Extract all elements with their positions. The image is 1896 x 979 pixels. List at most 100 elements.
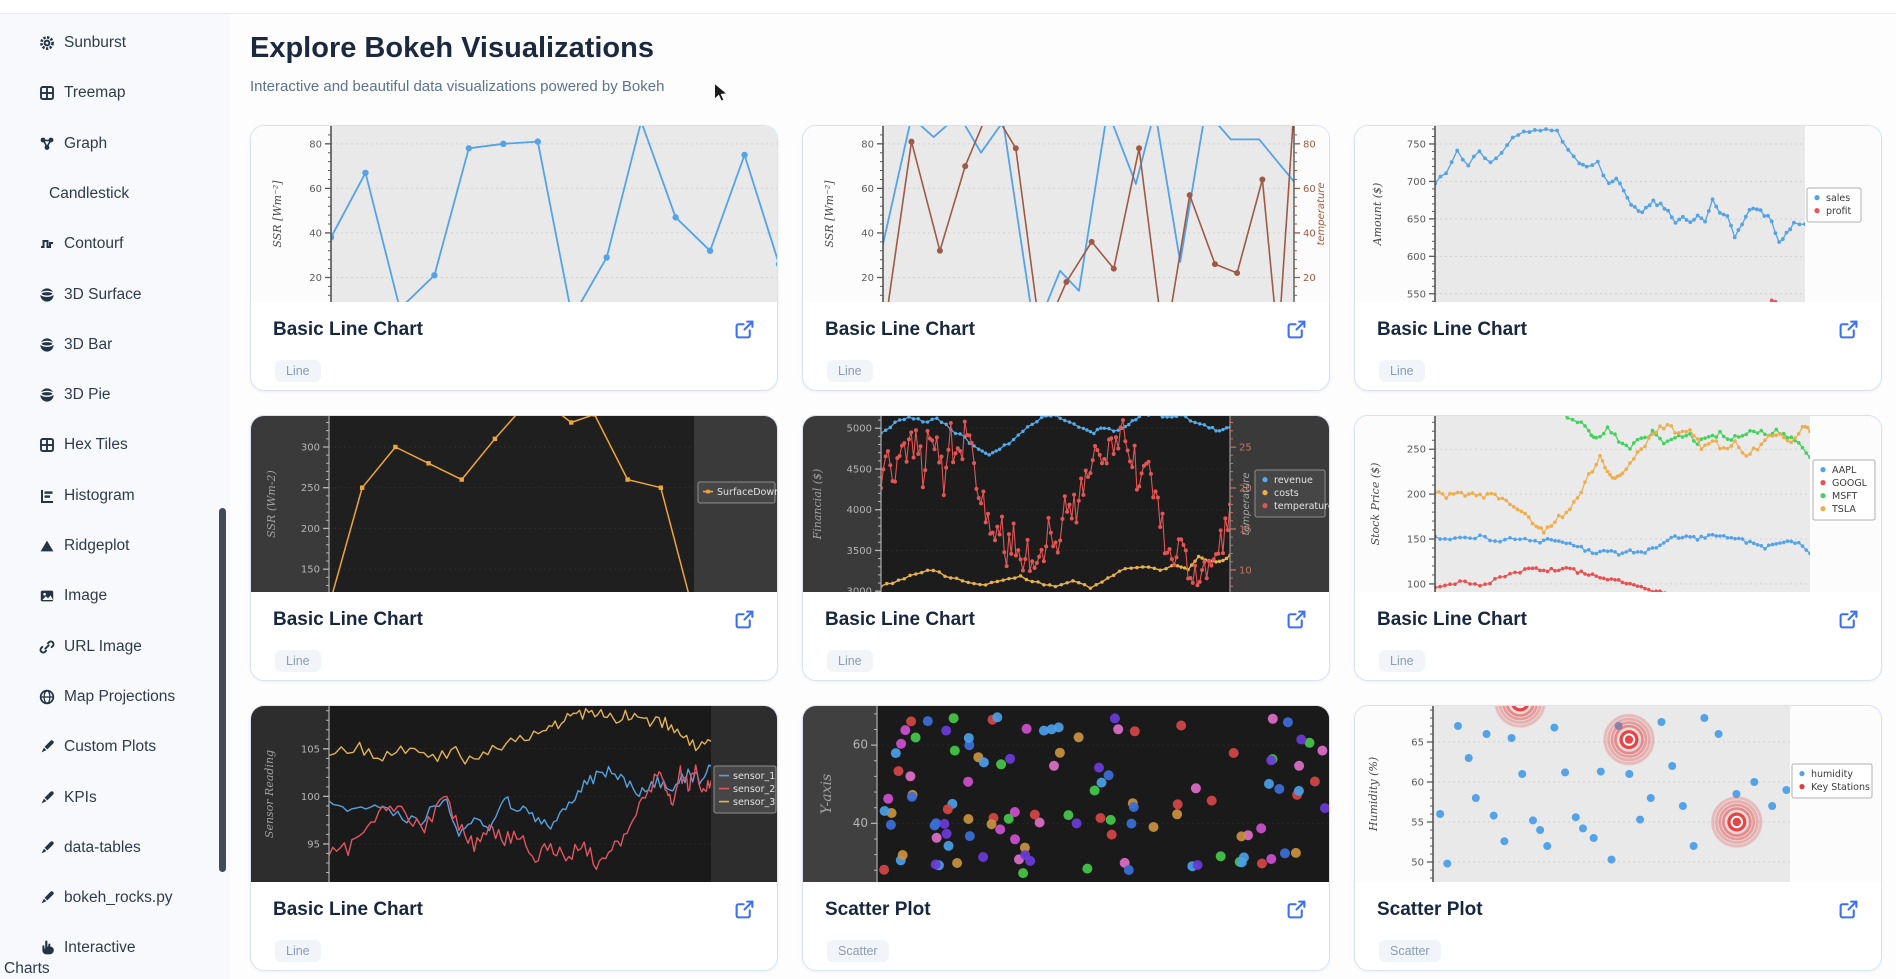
chart-card[interactable]: 3000 3500 4000 4500 5000 10 15 20 25 temperature F… [802, 415, 1330, 681]
sidebar-item-label-line2: Charts [4, 960, 50, 978]
sidebar-item-histogram[interactable]: Histogram [0, 481, 226, 511]
sidebar-item-bokeh-rocks-py[interactable]: bokeh_rocks.py [0, 883, 226, 913]
chart-thumbnail: 150 200 250 300 SSR (Wm-2) SurfaceDown [251, 416, 777, 592]
chart-card[interactable]: 20 40 60 80 SSR [Wm⁻²] Basic Line Chart Line [250, 125, 778, 391]
card-title: Basic Line Chart [1377, 609, 1527, 630]
external-link-icon[interactable] [1286, 319, 1307, 345]
svg-text:SSR (Wm-2): SSR (Wm-2) [265, 470, 278, 538]
image-icon [38, 587, 56, 605]
external-link-icon[interactable] [1286, 899, 1307, 925]
sidebar: Sunburst Treemap Graph Candlestick Conto… [0, 14, 231, 979]
svg-text:Sensor Reading: Sensor Reading [263, 750, 276, 838]
external-link-icon[interactable] [734, 609, 755, 635]
chart-card[interactable]: 20 40 60 80 20 40 60 80 temperature SSR [Wm⁻²] Ba… [802, 125, 1330, 391]
svg-text:200: 200 [1407, 490, 1426, 501]
svg-text:20: 20 [1303, 273, 1316, 284]
sidebar-item-label: Histogram [64, 486, 135, 504]
sidebar-item-data-tables[interactable]: data-tables [0, 833, 226, 863]
card-title: Basic Line Chart [1377, 319, 1527, 340]
svg-text:40: 40 [861, 228, 874, 239]
sidebar-item-label: data-tables [64, 838, 141, 856]
sidebar-item-map-projections[interactable]: Map Projections [0, 682, 226, 712]
sidebar-item-custom-plots[interactable]: Custom Plots [0, 732, 226, 762]
globe-icon [38, 688, 56, 706]
sidebar-item-candlestick[interactable]: Candlestick [0, 179, 226, 209]
chart-type-tag: Line [275, 360, 321, 382]
external-link-icon[interactable] [1286, 609, 1307, 635]
chart-card[interactable]: 50 55 60 65 Humidity (%) humidity Key Stations… [1354, 705, 1882, 971]
svg-text:3000: 3000 [847, 587, 872, 592]
sidebar-item-label: Interactive [64, 939, 136, 957]
chart-thumbnail: 95 100 105 Sensor Reading sensor_1 sensor_2 se… [251, 706, 777, 882]
sidebar-item-treemap[interactable]: Treemap [0, 78, 226, 108]
sidebar-item-label: KPIs [64, 788, 97, 806]
sidebar-item-label: Hex Tiles [64, 436, 128, 454]
svg-text:humidity: humidity [1811, 769, 1853, 780]
graph-icon [38, 135, 56, 153]
external-link-icon[interactable] [1838, 609, 1859, 635]
chart-thumbnail: 20 40 60 80 SSR [Wm⁻²] [251, 126, 777, 302]
sidebar-item-label: Graph [64, 134, 108, 152]
svg-text:40: 40 [853, 816, 868, 830]
sidebar-item-label: Ridgeplot [64, 537, 130, 554]
contourf-icon [38, 235, 56, 253]
sidebar-item-graph[interactable]: Graph [0, 129, 226, 159]
sidebar-item-3d-bar[interactable]: 3D Bar [0, 330, 226, 360]
brush-icon [38, 789, 56, 807]
svg-text:60: 60 [853, 738, 868, 752]
brush-icon [38, 889, 56, 907]
brush-icon [38, 738, 56, 756]
svg-text:750: 750 [1407, 139, 1426, 150]
chart-card[interactable]: 550 600 650 700 750 Amount ($) sales profit Bas… [1354, 125, 1882, 391]
sidebar-item-kpis[interactable]: KPIs [0, 783, 226, 813]
chart-type-tag: Scatter [1379, 940, 1441, 962]
card-title: Basic Line Chart [273, 609, 423, 630]
sidebar-item-sunburst[interactable]: Sunburst [0, 28, 226, 58]
svg-text:60: 60 [861, 184, 874, 195]
svg-text:AAPL: AAPL [1832, 465, 1857, 476]
sidebar-item-3d-pie[interactable]: 3D Pie [0, 380, 226, 410]
sidebar-item-label: URL Image [64, 637, 142, 655]
sidebar-item-hex-tiles[interactable]: Hex Tiles [0, 430, 226, 460]
svg-text:50: 50 [1411, 858, 1424, 869]
external-link-icon[interactable] [734, 319, 755, 345]
svg-text:SSR [Wm⁻²]: SSR [Wm⁻²] [823, 180, 836, 248]
sidebar-item-ridgeplot[interactable]: Ridgeplot [0, 531, 226, 561]
svg-text:250: 250 [1407, 445, 1426, 456]
card-title: Basic Line Chart [825, 319, 975, 340]
svg-text:80: 80 [309, 139, 322, 150]
svg-text:60: 60 [1411, 778, 1424, 789]
sidebar-item-url-image[interactable]: URL Image [0, 632, 226, 662]
sidebar-scrollbar-thumb[interactable] [219, 508, 226, 872]
svg-text:15: 15 [1239, 524, 1252, 535]
chart-card[interactable]: 150 200 250 300 SSR (Wm-2) SurfaceDown Basic … [250, 415, 778, 681]
svg-text:40: 40 [309, 228, 322, 239]
sphere-icon [38, 336, 56, 354]
sidebar-item-label: Image [64, 587, 108, 605]
histogram-icon [38, 487, 56, 505]
sidebar-item-image[interactable]: Image [0, 581, 226, 611]
triangle-icon [38, 537, 56, 555]
brush-icon [38, 839, 56, 857]
svg-text:105: 105 [301, 744, 320, 755]
sidebar-item-interactive-charts[interactable]: Interactive Charts [0, 933, 226, 977]
chart-type-tag: Line [1379, 650, 1425, 672]
svg-text:sensor_2: sensor_2 [733, 784, 775, 795]
svg-text:Amount ($): Amount ($) [1371, 183, 1384, 247]
chart-card[interactable]: 40 60 Y-axis Scatter Plot Scatter [802, 705, 1330, 971]
chart-card[interactable]: 95 100 105 Sensor Reading sensor_1 sensor_2 se… [250, 705, 778, 971]
svg-text:100: 100 [301, 792, 320, 803]
external-link-icon[interactable] [734, 899, 755, 925]
card-title: Basic Line Chart [825, 609, 975, 630]
card-title: Basic Line Chart [273, 899, 423, 920]
external-link-icon[interactable] [1838, 319, 1859, 345]
sidebar-item-3d-surface[interactable]: 3D Surface [0, 280, 226, 310]
sidebar-item-label: bokeh_rocks.py [64, 889, 173, 907]
chart-type-tag: Scatter [827, 940, 889, 962]
chart-card[interactable]: 100 150 200 250 Stock Price ($) AAPL GOOGL MSFT… [1354, 415, 1882, 681]
sidebar-item-label: Custom Plots [64, 738, 157, 756]
svg-text:Humidity (%): Humidity (%) [1367, 757, 1380, 832]
external-link-icon[interactable] [1838, 899, 1859, 925]
sidebar-item-contourf[interactable]: Contourf [0, 229, 226, 259]
svg-text:sensor_1: sensor_1 [733, 771, 775, 782]
